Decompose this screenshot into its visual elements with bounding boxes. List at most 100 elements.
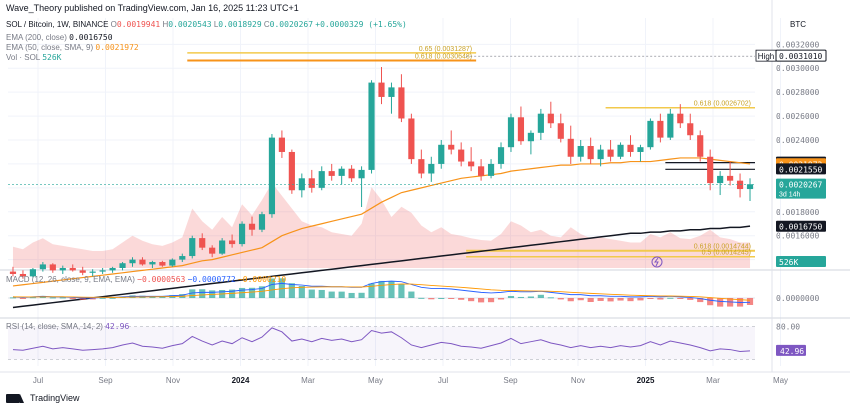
macd-histogram-bar: [507, 295, 515, 298]
price-axis-tag: 526K: [776, 256, 826, 267]
candle-body: [308, 178, 315, 188]
macd-histogram-bar: [109, 297, 116, 299]
candle: [258, 211, 266, 233]
candle: [687, 113, 694, 141]
candle-body: [657, 120, 664, 138]
legend-rsi[interactable]: RSI (14, close, SMA, 14, 2) 42.96: [6, 322, 130, 331]
x-tick-label: Jul: [33, 376, 43, 385]
candle: [408, 113, 415, 164]
footer: TradingView: [6, 393, 80, 403]
candle-body: [189, 238, 196, 257]
candle: [428, 156, 435, 182]
price-tag-value: 0.0021550: [779, 165, 823, 174]
macd-histogram-bar: [647, 298, 654, 299]
legend-volume[interactable]: Vol · SOL 526K: [6, 53, 62, 62]
candle: [139, 257, 146, 266]
candle-body: [507, 117, 515, 148]
candle-body: [268, 137, 276, 215]
macd-histogram-bar: [428, 298, 435, 300]
change-value: +0.0000329 (+1.65%): [315, 20, 407, 29]
macd-histogram-bar: [438, 297, 445, 299]
macd-histogram-bar: [358, 292, 365, 298]
candle: [707, 149, 714, 191]
candle-body: [229, 240, 236, 245]
candle-body: [627, 144, 634, 152]
candle-body: [527, 132, 534, 142]
candle: [627, 135, 634, 157]
candle: [238, 221, 246, 247]
fib-level-label: 0.65 (0.0031287): [419, 46, 472, 53]
candle: [746, 178, 754, 202]
candle: [59, 265, 66, 274]
macd-histogram-bar: [597, 298, 604, 301]
legend-ema50[interactable]: EMA (50, close, SMA, 9) 0.0021972: [6, 43, 139, 52]
macd-histogram-bar: [487, 298, 495, 303]
macd-histogram-bar: [89, 298, 96, 300]
candle: [497, 142, 505, 169]
candle-body: [637, 147, 644, 152]
candle: [637, 144, 644, 162]
x-tick-label: Nov: [571, 376, 585, 385]
candle: [527, 130, 534, 155]
macd-histogram-bar: [99, 297, 106, 299]
candle-body: [298, 178, 305, 191]
macd-histogram-bar: [49, 297, 56, 299]
x-tick-label: Jul: [438, 376, 448, 385]
candle-body: [707, 156, 714, 184]
legend-macd[interactable]: MACD (12, 26, close, 9, EMA, EMA) −0.000…: [6, 275, 287, 284]
macd-histogram-bar: [408, 291, 415, 298]
candle-body: [248, 223, 256, 230]
candle: [219, 238, 226, 255]
macd-histogram-bar: [278, 278, 285, 298]
candle-body: [388, 87, 395, 97]
candle: [607, 140, 614, 162]
legend-ema200[interactable]: EMA (200, close) 0.0016750: [6, 33, 113, 42]
footer-brand[interactable]: TradingView: [30, 393, 80, 403]
open-value: 0.0019941: [116, 20, 161, 29]
tradingview-logo-icon: [6, 393, 24, 403]
candle: [308, 169, 315, 193]
macd-histogram-bar: [667, 297, 674, 299]
fib-level-label: 0.618 (0.0026702): [694, 101, 751, 108]
candle-body: [119, 263, 126, 268]
macd-histogram-bar: [657, 298, 664, 300]
macd-histogram-bar: [328, 291, 335, 298]
ohlc-line: SOL / Bitcoin, 1W, BINANCE O0.0019941 H0…: [6, 20, 407, 29]
candle-body: [607, 149, 614, 157]
x-tick-label: May: [773, 376, 788, 385]
candle: [129, 257, 136, 267]
candle: [328, 163, 335, 181]
macd-histogram-bar: [537, 294, 544, 298]
macd-histogram-bar: [497, 298, 505, 300]
candle-body: [517, 117, 525, 142]
candle: [517, 106, 525, 145]
macd-histogram-bar: [577, 298, 584, 301]
candle: [398, 74, 405, 123]
symbol-title[interactable]: SOL / Bitcoin, 1W, BINANCE: [6, 20, 109, 29]
macd-histogram-bar: [587, 298, 594, 303]
macd-histogram-bar: [29, 297, 36, 299]
candle-body: [746, 184, 754, 190]
macd-histogram-bar: [338, 291, 345, 298]
rsi-line: [12, 327, 751, 353]
fib-level-label: 0.618 (0.0030648): [415, 53, 472, 60]
candle-body: [408, 118, 415, 160]
high-value: 0.0020543: [168, 20, 212, 29]
rsi-tick-label: 80.00: [776, 323, 800, 332]
candle: [697, 130, 704, 162]
macd-histogram-bar: [547, 297, 554, 299]
candle: [448, 130, 455, 155]
macd-signal-line: [12, 283, 751, 301]
price-tag-bg: [776, 256, 826, 267]
macd-histogram-bar: [478, 298, 485, 303]
candle-body: [398, 87, 405, 119]
volume-area: [12, 183, 751, 268]
candle-body: [69, 268, 76, 271]
event-flash-icon-ring: [651, 256, 663, 268]
price-tag-countdown: 3d 14h: [779, 192, 801, 199]
candle-body: [238, 223, 246, 245]
macd-histogram-bar: [288, 283, 295, 298]
candle-body: [79, 270, 86, 273]
ema50-line: [12, 157, 751, 287]
